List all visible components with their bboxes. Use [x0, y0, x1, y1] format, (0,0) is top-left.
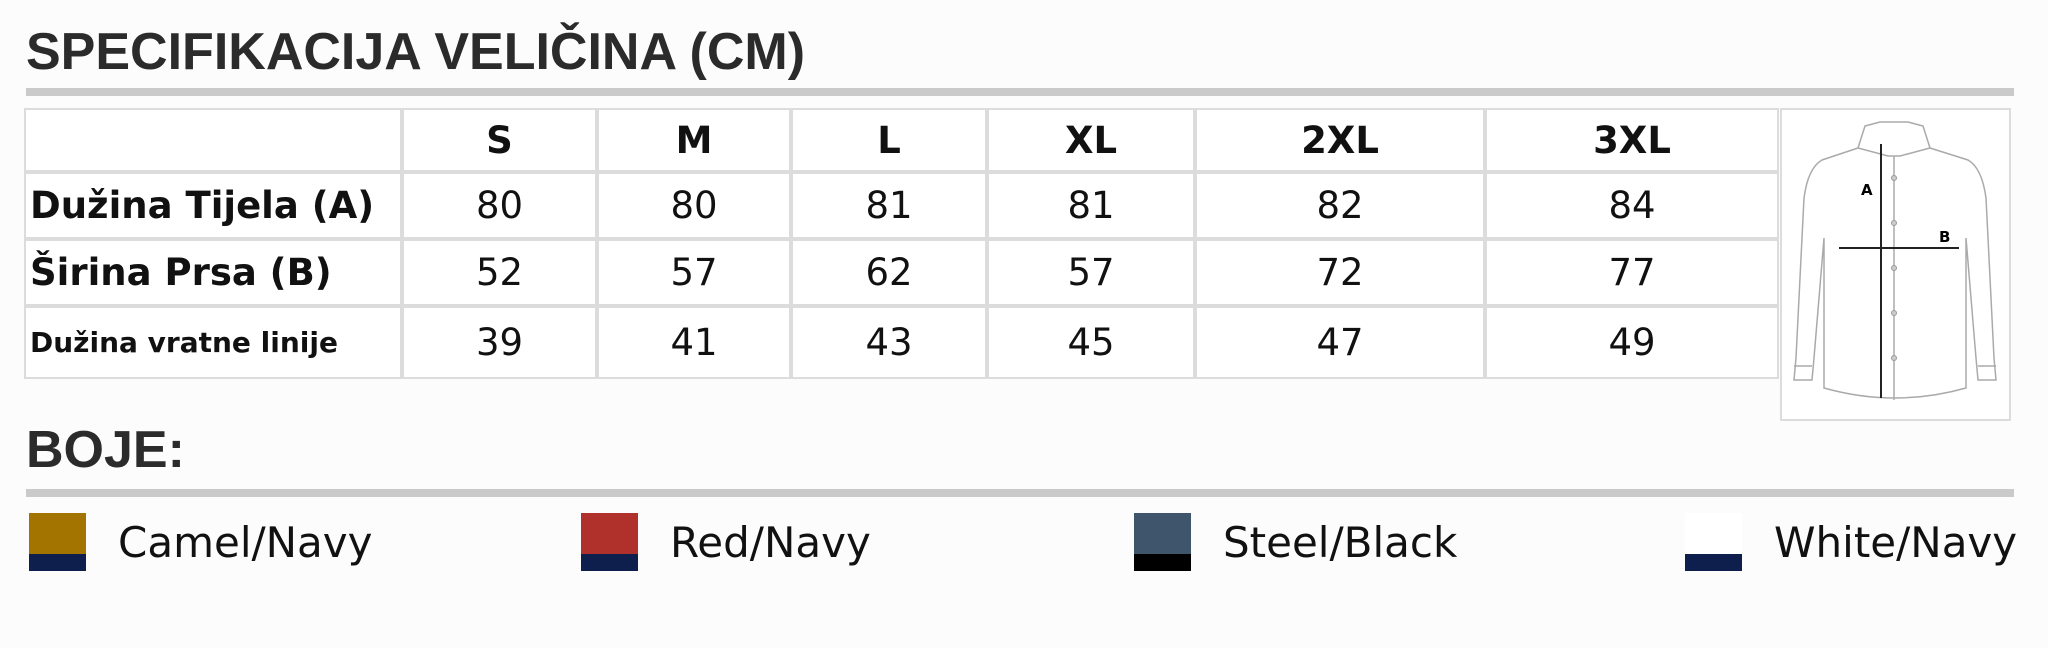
label-b: B [1939, 228, 1950, 246]
table-cell: 77 [1485, 239, 1779, 306]
label-a: A [1861, 181, 1873, 199]
table-cell: 39 [402, 306, 597, 379]
swatch-top [1134, 513, 1191, 554]
column-header: 2XL [1195, 108, 1485, 172]
swatch-bottom [1685, 554, 1742, 571]
column-header: M [597, 108, 791, 172]
table-cell: 72 [1195, 239, 1485, 306]
corner-cell [24, 108, 402, 172]
table-cell: 52 [402, 239, 597, 306]
swatch-bottom [581, 554, 638, 571]
table-cell: 57 [987, 239, 1195, 306]
color-name: Steel/Black [1223, 518, 1458, 567]
table-cell: 82 [1195, 172, 1485, 239]
table-cell: 80 [402, 172, 597, 239]
divider [26, 489, 2014, 497]
colors-title: BOJE: [26, 421, 185, 479]
shirt-diagram: A B [1780, 108, 2011, 421]
column-header: L [791, 108, 987, 172]
column-header: S [402, 108, 597, 172]
swatch-top [1685, 513, 1742, 554]
row-label: Dužina Tijela (A) [24, 172, 402, 239]
table-cell: 81 [791, 172, 987, 239]
color-name: Camel/Navy [118, 518, 373, 567]
row-label: Širina Prsa (B) [24, 239, 402, 306]
divider [26, 88, 2014, 96]
table-cell: 43 [791, 306, 987, 379]
table-cell: 57 [597, 239, 791, 306]
table-cell: 41 [597, 306, 791, 379]
table-cell: 62 [791, 239, 987, 306]
swatch-top [581, 513, 638, 554]
swatch-top [29, 513, 86, 554]
column-header: XL [987, 108, 1195, 172]
table-cell: 45 [987, 306, 1195, 379]
title: SPECIFIKACIJA VELIČINA (CM) [26, 23, 806, 81]
table-cell: 47 [1195, 306, 1485, 379]
table-cell: 49 [1485, 306, 1779, 379]
table-cell: 84 [1485, 172, 1779, 239]
table-cell: 80 [597, 172, 791, 239]
table-cell: 81 [987, 172, 1195, 239]
color-name: White/Navy [1774, 518, 2018, 567]
column-header: 3XL [1485, 108, 1779, 172]
color-name: Red/Navy [670, 518, 871, 567]
row-label: Dužina vratne linije [24, 306, 402, 379]
swatch-bottom [1134, 554, 1191, 571]
swatch-bottom [29, 554, 86, 571]
